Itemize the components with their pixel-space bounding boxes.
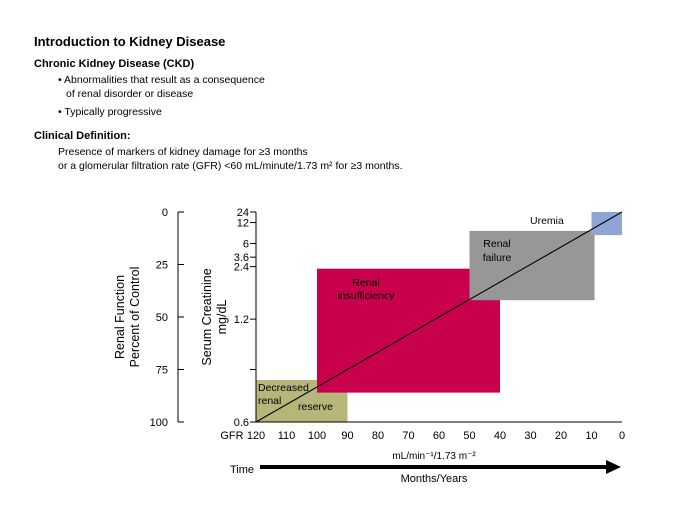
time-arrow-head (606, 460, 621, 474)
gfr-tick-label: 90 (341, 430, 353, 442)
renal-insufficiency-label-line2: insufficiency (337, 290, 395, 302)
renal-function-axis-title-line2: Percent of Control (128, 267, 142, 368)
decreased-reserve-label-line2: renal (258, 395, 281, 407)
renal-function-axis-title-line1: Renal Function (113, 275, 127, 359)
renal-insufficiency-label-line1: Renal (352, 277, 379, 289)
time-sublabel: Months/Years (401, 473, 468, 485)
creatinine-tick-label: 12 (237, 218, 249, 230)
creatinine-tick-label: 24 (237, 207, 249, 219)
gfr-tick-label: 60 (433, 430, 445, 442)
time-label: Time (230, 464, 254, 476)
renal-function-tick-label: 75 (156, 365, 168, 377)
bullet-abnormalities-line2: of renal disorder or disease (66, 88, 194, 100)
gfr-tick-label: 100 (308, 430, 326, 442)
bullet-progressive: • Typically progressive (58, 106, 162, 118)
gfr-tick-label: 10 (585, 430, 597, 442)
creatinine-tick-label: 2.4 (234, 262, 249, 274)
creatinine-tick-label: 1.2 (234, 314, 249, 326)
uremia-label: Uremia (530, 215, 564, 227)
gfr-tick-label: 110 (278, 430, 296, 442)
gfr-unit-label: mL/min⁻¹/1.73 m⁻² (392, 451, 476, 462)
progression-line (255, 211, 623, 423)
ckd-heading: Chronic Kidney Disease (CKD) (34, 58, 195, 70)
renal-function-tick-label: 25 (156, 260, 168, 272)
decreased-reserve-label-line3: reserve (298, 401, 333, 413)
clinical-definition-heading: Clinical Definition: (34, 130, 131, 142)
uremia-region (591, 212, 622, 236)
renal-function-tick-label: 100 (150, 417, 168, 429)
bullet-abnormalities-line1: • Abnormalities that result as a consequ… (58, 74, 265, 86)
creatinine-tick-label: 6 (243, 239, 249, 251)
gfr-tick-label: 120 (247, 430, 265, 442)
clinical-definition-line2: or a glomerular filtration rate (GFR) <6… (58, 160, 403, 172)
creatinine-axis-title-line2: mg/dL (215, 300, 229, 335)
gfr-tick-label: 70 (402, 430, 414, 442)
gfr-tick-label: 0 (619, 430, 625, 442)
gfr-tick-label: 80 (372, 430, 384, 442)
decreased-reserve-label-line1: Decreased (258, 382, 309, 394)
renal-failure-label-line1: Renal (483, 238, 510, 250)
renal-function-tick-label: 0 (162, 207, 168, 219)
slide-title: Introduction to Kidney Disease (34, 34, 226, 49)
creatinine-tick-label: 0.6 (234, 417, 249, 429)
renal-failure-label-line2: failure (483, 252, 512, 264)
creatinine-axis-title-line1: Serum Creatinine (200, 268, 214, 365)
renal-function-tick-label: 50 (156, 312, 168, 324)
gfr-tick-label: 40 (494, 430, 506, 442)
gfr-tick-label: 20 (555, 430, 567, 442)
creatinine-tick-label: 3.6 (234, 252, 249, 264)
gfr-tick-label: 50 (463, 430, 475, 442)
gfr-tick-label: 30 (524, 430, 536, 442)
gfr-axis-prefix: GFR (220, 430, 243, 442)
clinical-definition-line1: Presence of markers of kidney damage for… (58, 146, 308, 158)
renal-failure-region (469, 230, 595, 301)
